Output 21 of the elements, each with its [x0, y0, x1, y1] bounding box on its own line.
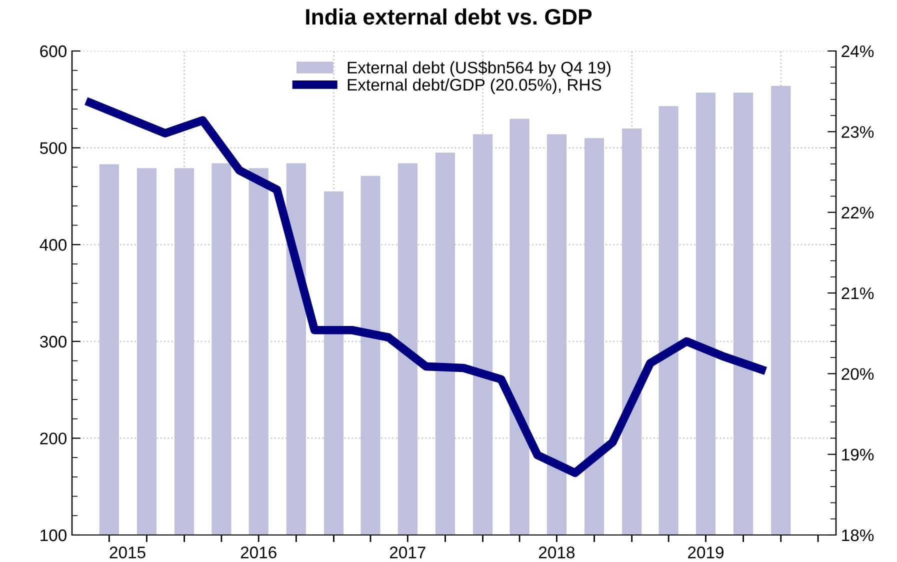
y2-tick-label: 20% [842, 368, 874, 380]
x-tick-label: 2019 [688, 546, 724, 558]
chart-title: India external debt vs. GDP [306, 8, 592, 25]
y2-tick-label: 18% [842, 529, 874, 542]
y2-tick-label: 21% [842, 287, 874, 300]
legend-label: External debt/GDP (20.05%), RHS [348, 78, 602, 94]
x-tick-label: 2017 [390, 546, 426, 558]
x-tick-label: 2018 [539, 546, 575, 558]
y2-tick-label: 24% [842, 45, 874, 58]
y2-tick-label: 19% [842, 448, 874, 461]
y2-tick-label: 22% [842, 206, 874, 218]
y-tick-label: 300 [40, 336, 66, 348]
y2-tick-label: 23% [842, 126, 874, 138]
y-tick-label: 500 [40, 142, 66, 154]
legend-label: External debt (US$bn564 by Q4 19) [348, 61, 610, 77]
x-tick-label: 2015 [110, 546, 146, 558]
x-tick-label: 2016 [240, 546, 276, 558]
y-tick-label: 600 [40, 45, 66, 58]
y-tick-label: 100 [40, 529, 66, 542]
y-tick-label: 400 [40, 239, 66, 251]
y-tick-label: 200 [40, 432, 66, 444]
